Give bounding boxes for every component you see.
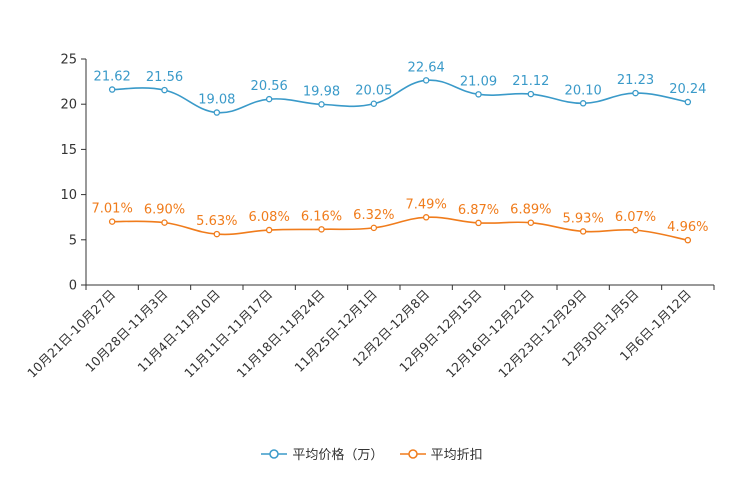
- x-category-label: 11月18日-11月24日: [233, 287, 327, 381]
- discount-data-label: 4.96%: [667, 220, 708, 235]
- price-data-label: 19.08: [198, 93, 235, 108]
- discount-data-label: 6.08%: [249, 210, 290, 225]
- price-data-label: 21.62: [94, 70, 131, 85]
- discount-point[interactable]: [318, 226, 325, 233]
- price-data-label: 19.98: [303, 84, 340, 99]
- price-data-label: 20.05: [355, 84, 392, 99]
- legend-discount-label: 平均折扣: [430, 448, 483, 463]
- discount-data-label: 6.07%: [615, 210, 656, 225]
- discount-data-label: 6.89%: [510, 203, 551, 218]
- price-point[interactable]: [684, 98, 692, 106]
- price-data-label: 21.23: [617, 73, 654, 88]
- price-point[interactable]: [422, 77, 430, 84]
- price-point[interactable]: [579, 100, 587, 107]
- discount-point[interactable]: [475, 219, 482, 227]
- price-point[interactable]: [108, 86, 116, 93]
- price-point[interactable]: [213, 109, 221, 116]
- discount-data-label: 6.90%: [144, 203, 185, 218]
- discount-point[interactable]: [527, 219, 535, 226]
- discount-point[interactable]: [579, 228, 587, 235]
- discount-data-label: 7.49%: [406, 197, 447, 212]
- discount-series-line: [112, 216, 688, 241]
- discount-data-label: 7.01%: [92, 202, 133, 217]
- price-point[interactable]: [475, 91, 482, 98]
- price-point[interactable]: [161, 86, 168, 94]
- price-series-line: [112, 79, 688, 114]
- discount-point[interactable]: [632, 226, 639, 234]
- y-tick-label: 5: [69, 233, 77, 248]
- discount-point[interactable]: [265, 226, 273, 234]
- x-category-label: 12月23日-12月29日: [495, 287, 589, 381]
- legend-price-label: 平均价格（万）: [292, 448, 384, 463]
- price-point[interactable]: [318, 101, 325, 108]
- y-tick-label: 15: [60, 143, 77, 158]
- legend-item-price[interactable]: 平均价格（万）: [261, 444, 383, 463]
- y-tick-label: 20: [60, 98, 77, 113]
- discount-point[interactable]: [684, 236, 692, 244]
- discount-point[interactable]: [161, 219, 168, 226]
- price-data-label: 22.64: [408, 60, 445, 75]
- x-category-label: 11月11日-11月17日: [181, 287, 275, 381]
- x-category-label: 10月21日-10月27日: [24, 287, 118, 381]
- price-data-label: 21.56: [146, 70, 183, 85]
- discount-data-label: 6.16%: [301, 209, 342, 224]
- discount-point[interactable]: [422, 214, 430, 221]
- y-tick-label: 10: [60, 188, 77, 203]
- discount-point[interactable]: [108, 218, 116, 225]
- legend-discount-marker-icon: [399, 448, 426, 459]
- price-point[interactable]: [370, 100, 378, 107]
- legend: 平均价格（万） 平均折扣: [0, 444, 744, 464]
- discount-data-label: 6.87%: [458, 203, 499, 218]
- discount-point[interactable]: [370, 224, 378, 232]
- discount-data-label: 6.32%: [353, 208, 394, 223]
- discount-data-label: 5.63%: [196, 214, 237, 229]
- legend-price-marker-icon: [261, 448, 288, 459]
- price-point[interactable]: [632, 89, 639, 97]
- y-tick-label: 0: [69, 279, 77, 294]
- price-data-label: 20.10: [565, 83, 602, 98]
- x-category-label: 12月16日-12月22日: [443, 287, 537, 381]
- price-data-label: 21.12: [512, 74, 549, 89]
- discount-data-label: 5.93%: [563, 211, 604, 226]
- price-data-label: 21.09: [460, 74, 497, 89]
- price-data-label: 20.24: [669, 82, 706, 97]
- discount-point[interactable]: [213, 230, 221, 238]
- price-data-label: 20.56: [251, 79, 288, 94]
- price-point[interactable]: [527, 90, 535, 98]
- legend-item-discount[interactable]: 平均折扣: [399, 444, 483, 463]
- y-tick-label: 25: [60, 53, 77, 68]
- price-point[interactable]: [265, 95, 273, 103]
